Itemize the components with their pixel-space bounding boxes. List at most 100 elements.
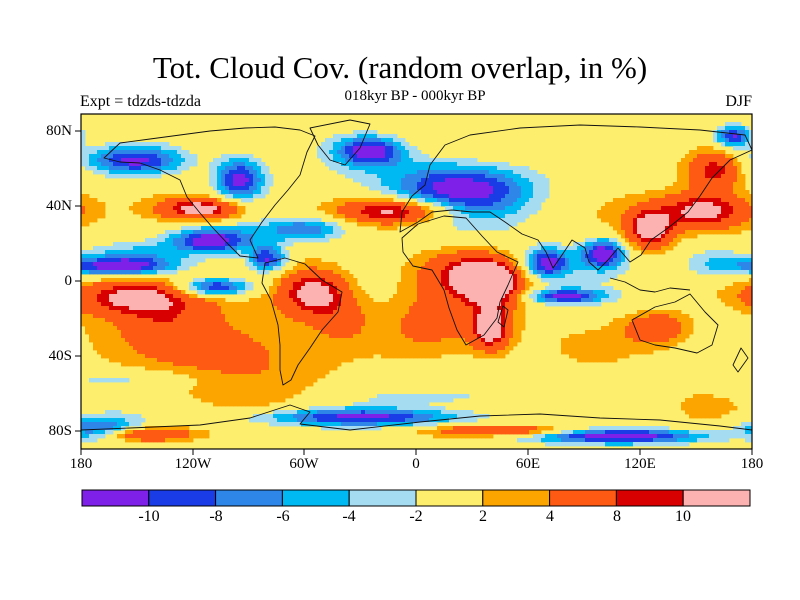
field-cell [273,294,278,299]
field-cell [437,318,442,323]
field-cell [425,190,430,195]
field-cell [297,298,302,303]
field-cell [489,222,494,227]
field-cell [389,182,394,187]
field-cell [577,250,582,255]
field-cell [297,230,302,235]
field-cell [97,166,102,171]
field-cell [353,178,358,183]
field-cell [305,306,310,311]
field-cell [177,158,182,163]
field-cell [233,302,238,307]
field-cell [105,298,110,303]
field-cell [677,214,682,219]
field-cell [213,318,218,323]
field-cell [97,290,102,295]
field-cell [493,214,498,219]
field-cell [741,254,746,259]
field-cell [89,150,94,155]
field-cell [485,318,490,323]
field-cell [645,310,650,315]
field-cell [329,234,334,239]
field-cell [453,246,458,251]
field-cell [501,298,506,303]
field-cell [433,250,438,255]
field-cell [321,318,326,323]
field-cell [509,218,514,223]
field-cell [525,194,530,199]
field-cell [737,222,742,227]
field-cell [101,314,106,319]
field-cell [209,330,214,335]
field-cell [325,282,330,287]
field-cell [689,166,694,171]
field-cell [477,298,482,303]
field-cell [109,170,114,175]
field-cell [653,234,658,239]
field-cell [429,326,434,331]
field-cell [421,194,426,199]
field-cell [481,262,486,267]
field-cell [697,230,702,235]
field-cell [209,166,214,171]
field-cell [705,166,710,171]
field-cell [293,294,298,299]
field-cell [197,198,202,203]
field-cell [585,282,590,287]
field-cell [749,226,752,231]
field-cell [301,314,306,319]
field-cell [505,250,510,255]
field-cell [193,282,198,287]
field-cell [349,310,354,315]
field-cell [457,170,462,175]
field-cell [449,206,454,211]
field-cell [421,306,426,311]
field-cell [177,162,182,167]
field-cell [337,150,342,155]
field-cell [157,238,162,243]
field-cell [293,306,298,311]
field-cell [157,302,162,307]
field-cell [293,266,298,271]
field-cell [465,258,470,263]
field-cell [205,206,210,211]
field-cell [609,238,614,243]
field-cell [165,258,170,263]
field-cell [145,254,150,259]
field-cell [317,274,322,279]
field-cell [169,290,174,295]
field-cell [409,290,414,295]
field-cell [365,210,370,215]
field-cell [477,318,482,323]
field-cell [633,210,638,215]
field-cell [121,286,126,291]
field-cell [465,218,470,223]
field-cell [637,326,642,331]
field-cell [501,162,506,167]
field-cell [609,262,614,267]
field-cell [513,282,518,287]
field-cell [101,298,106,303]
field-cell [701,230,706,235]
field-cell [425,162,430,167]
field-cell [89,294,94,299]
field-cell [433,166,438,171]
field-cell [677,170,682,175]
field-cell [129,158,134,163]
field-cell [505,226,510,231]
field-cell [713,258,718,263]
field-cell [481,186,486,191]
field-cell [97,298,102,303]
field-cell [297,222,302,227]
field-cell [585,270,590,275]
field-cell [485,302,490,307]
field-cell [733,226,738,231]
field-cell [605,298,610,303]
field-cell [225,202,230,207]
field-cell [429,162,434,167]
field-cell [709,214,714,219]
field-cell [553,266,558,271]
field-cell [537,198,542,203]
field-cell [245,254,250,259]
field-cell [613,238,618,243]
